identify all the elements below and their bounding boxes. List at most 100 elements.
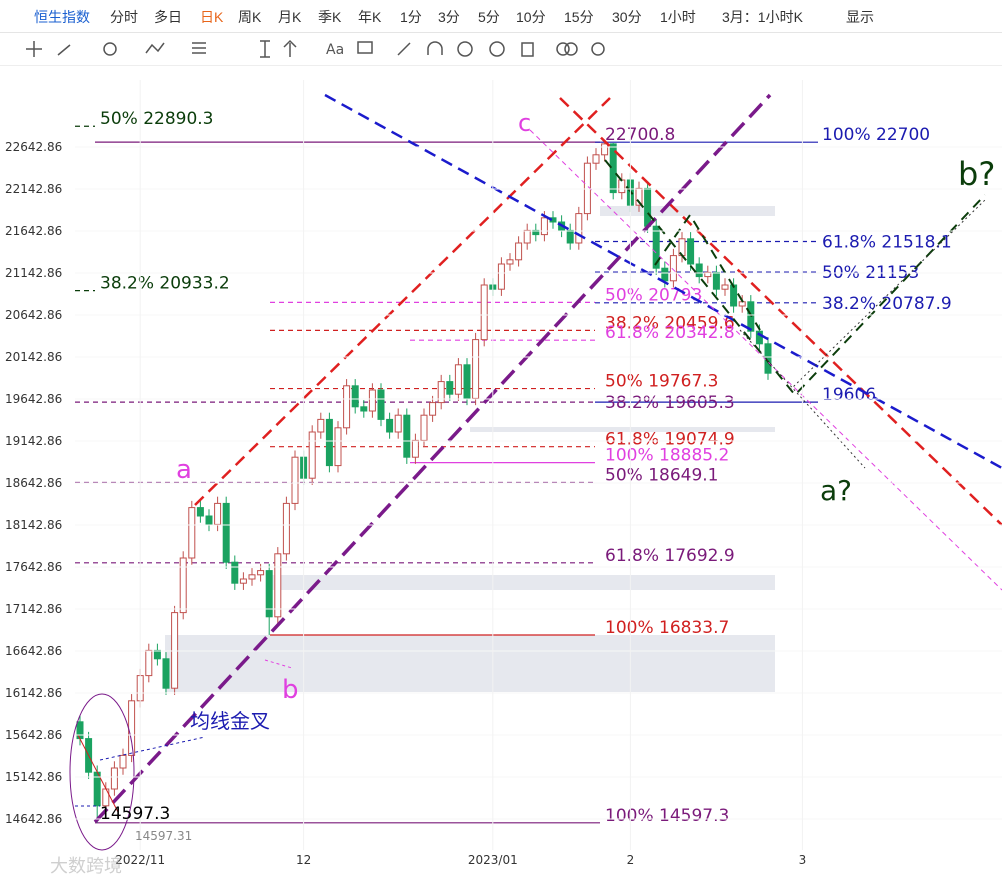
candle-body (196, 507, 204, 517)
delete-tool[interactable] (521, 42, 534, 57)
period-tab[interactable]: 5分 (478, 9, 500, 25)
x-tick-label: 2022/11 (115, 853, 165, 867)
line-tool[interactable] (57, 44, 71, 56)
candle-body (695, 263, 703, 278)
candle-body (162, 658, 170, 689)
fib-level-label: 61.8% 20342.8 (605, 323, 735, 343)
fib-level-label: 50% 22890.3 (100, 109, 214, 129)
period-tab[interactable]: 多日 (154, 9, 182, 25)
period-tab[interactable]: 10分 (516, 9, 546, 25)
settings-tool[interactable] (591, 42, 605, 56)
link-tool[interactable] (556, 42, 570, 56)
candle-body (472, 339, 480, 399)
y-tick-label: 17642.86 (5, 560, 62, 574)
annotation: a? (820, 474, 852, 507)
candle-body (540, 217, 548, 236)
candle-body (386, 418, 394, 433)
candle-body (291, 456, 299, 504)
fib-level-label: 38.2% 20459.6 (605, 313, 735, 333)
candle-body (76, 721, 84, 740)
period-tab[interactable]: 1分 (400, 9, 422, 25)
fib-level-label: 38.2% 20787.9 (822, 294, 952, 314)
period-tab[interactable]: 1小时 (660, 9, 696, 25)
fib-level-label: 50% 20793 (605, 285, 702, 305)
period-tab[interactable]: 月K (278, 9, 302, 25)
period-tab[interactable]: 分时 (110, 9, 138, 25)
move-tool[interactable] (26, 41, 42, 57)
candle-body (601, 143, 609, 156)
fib-level-label: 100% 16833.7 (605, 618, 729, 638)
candle-body (274, 553, 282, 618)
annotation: b? (958, 155, 995, 193)
note-tool[interactable] (357, 41, 373, 54)
candle-body (368, 389, 376, 412)
candle-body (506, 259, 514, 265)
candle-body (317, 418, 325, 433)
candle-body (360, 406, 368, 412)
shape-tool[interactable] (103, 42, 117, 56)
period-tab[interactable]: 30分 (612, 9, 642, 25)
annotation: a (176, 455, 192, 485)
candle-body (265, 570, 273, 618)
candle-body (661, 267, 669, 282)
y-tick-label: 20142.86 (5, 350, 62, 364)
y-tick-label: 22642.86 (5, 140, 62, 154)
candle-body (446, 381, 454, 395)
period-tab[interactable]: 3分 (438, 9, 460, 25)
candle-body (429, 402, 437, 416)
fib-tool[interactable] (192, 42, 206, 54)
candle-body (351, 385, 359, 408)
candle-body (497, 263, 505, 290)
candle-body (403, 414, 411, 458)
y-tick-label: 18642.86 (5, 476, 62, 490)
candle-body (669, 255, 677, 282)
measure-tool[interactable] (260, 40, 270, 58)
period-tab[interactable]: 日K (200, 9, 224, 25)
candle-body (343, 385, 351, 429)
x-tick-label: 2 (627, 853, 635, 867)
sync-tool[interactable] (457, 41, 473, 57)
y-tick-label: 16642.86 (5, 644, 62, 658)
y-tick-label: 21142.86 (5, 266, 62, 280)
period-tab[interactable]: 恒生指数 (34, 9, 90, 25)
period-tab[interactable]: 3月：1小时K (722, 9, 803, 25)
candle-body (463, 364, 471, 399)
trend-lines (69, 93, 1002, 851)
wave-tool[interactable] (145, 42, 165, 54)
hide-tool[interactable] (489, 41, 505, 57)
candle-body (644, 187, 652, 227)
y-tick-label: 17142.86 (5, 602, 62, 616)
magnet-tool[interactable] (427, 41, 443, 55)
candle-body (411, 439, 419, 458)
pen-tool[interactable] (397, 42, 411, 56)
period-tab[interactable]: 季K (318, 9, 342, 25)
period-tab[interactable]: 显示 (846, 9, 874, 25)
arrow-tool[interactable] (283, 39, 297, 57)
candle-body (566, 229, 574, 244)
annotation: 14597.31 (135, 829, 192, 843)
candle-body (334, 427, 342, 467)
annotation: 均线金叉 (190, 709, 270, 733)
candle-body (712, 271, 720, 290)
y-tick-label: 15142.86 (5, 770, 62, 784)
candle-body (721, 284, 729, 290)
period-tab[interactable]: 15分 (564, 9, 594, 25)
fib-level-label: 100% 14597.3 (605, 806, 729, 826)
candle-body (575, 213, 583, 244)
candle-body (532, 229, 540, 236)
period-tab[interactable]: 年K (358, 9, 382, 25)
fib-level-label: 38.2% 20933.2 (100, 274, 230, 294)
candle-body (437, 381, 445, 404)
candle-body (188, 507, 196, 559)
candle-body (257, 570, 265, 576)
fib-level-label: 100% 22700 (822, 125, 930, 145)
candle-body (239, 578, 247, 584)
fib-level-label: 50% 18649.1 (605, 465, 719, 485)
fib-level-label: 61.8% 21518.1 (822, 232, 952, 252)
candle-body (618, 179, 626, 194)
y-tick-label: 22142.86 (5, 182, 62, 196)
text-tool[interactable]: Aa (326, 42, 344, 58)
period-tab[interactable]: 周K (238, 9, 262, 25)
candle-body (231, 561, 239, 584)
candle-body (480, 284, 488, 341)
